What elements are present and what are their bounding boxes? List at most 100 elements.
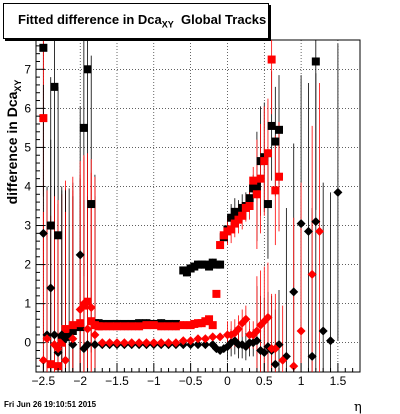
data-point-diamond [326, 336, 336, 346]
data-point-square [252, 190, 261, 199]
data-point-diamond [46, 283, 56, 293]
data-point-square [46, 221, 55, 230]
x-tick-label: 0 [224, 374, 231, 388]
data-point-diamond [289, 361, 299, 371]
x-tick-label: −2 [73, 374, 87, 388]
data-point-square [245, 202, 254, 210]
data-point-square [157, 322, 166, 331]
data-point-square [267, 121, 276, 130]
data-point-diamond [200, 340, 210, 350]
data-point-square [263, 200, 272, 209]
data-point-diamond [68, 334, 78, 344]
x-tick-label: 1 [298, 374, 305, 388]
data-point-square [216, 260, 225, 269]
data-point-diamond [193, 340, 203, 350]
data-point-diamond [296, 326, 306, 336]
data-point-diamond [83, 340, 93, 350]
data-point-diamond [270, 359, 280, 369]
data-point-square [212, 289, 221, 298]
data-point-square [83, 297, 92, 306]
data-point-square [87, 200, 96, 209]
x-tick-label: −1.5 [105, 374, 129, 388]
data-point-diamond [252, 326, 262, 336]
x-tick-label: −2.5 [32, 374, 56, 388]
x-tick-label: 0.5 [256, 374, 273, 388]
data-point-diamond [68, 340, 78, 350]
data-point-diamond [307, 269, 317, 279]
data-point-diamond [90, 340, 100, 350]
data-point-diamond [252, 336, 262, 346]
data-point-diamond [105, 338, 115, 348]
data-point-diamond [90, 330, 100, 340]
data-point-square [311, 57, 320, 66]
data-point-diamond [171, 338, 181, 348]
data-point-square [275, 125, 283, 134]
data-point-diamond [156, 338, 166, 348]
x-tick-label: 1.5 [330, 374, 347, 388]
data-point-diamond [263, 312, 273, 322]
y-tick-label: 0 [24, 336, 31, 350]
chart-title: Fitted difference in DcaXY Global Tracks [18, 12, 267, 30]
data-point-square [39, 114, 48, 123]
y-tick-label: 2 [24, 258, 31, 272]
data-point-diamond [97, 338, 107, 348]
data-point-diamond [307, 351, 317, 361]
data-point-diamond [141, 338, 151, 348]
data-point-diamond [241, 314, 251, 324]
data-point-diamond [164, 338, 174, 348]
data-point-diamond [289, 287, 299, 297]
data-point-diamond [38, 228, 48, 238]
data-point-diamond [86, 303, 96, 313]
data-point-diamond [49, 330, 59, 340]
data-point-diamond [178, 336, 188, 346]
data-point-diamond [315, 226, 324, 236]
y-tick-label: 3 [24, 219, 31, 233]
data-point-square [83, 65, 92, 74]
x-tick-label: −1 [147, 374, 161, 388]
data-point-diamond [112, 338, 122, 348]
data-point-diamond [134, 338, 144, 348]
data-point-diamond [270, 344, 280, 354]
data-point-square [113, 322, 121, 331]
data-point-diamond [127, 338, 137, 348]
data-point-square [252, 182, 261, 191]
data-point-square [260, 157, 269, 166]
data-point-square [263, 149, 272, 158]
data-point-diamond [333, 187, 343, 197]
data-point-square [57, 338, 66, 347]
data-point-square [98, 322, 107, 331]
data-point-diamond [318, 326, 328, 336]
data-point-square [68, 321, 77, 330]
data-point-square [275, 172, 283, 181]
data-point-square [256, 174, 265, 183]
data-point-diamond [53, 344, 63, 354]
data-point-diamond [193, 334, 203, 344]
data-point-diamond [83, 324, 93, 334]
data-point-square [271, 137, 280, 146]
data-point-square [105, 322, 114, 331]
timestamp-footer: Fri Jun 26 19:10:51 2015 [4, 400, 97, 409]
data-point-square [245, 194, 254, 203]
data-point-square [127, 322, 136, 331]
data-point-diamond [303, 226, 313, 236]
data-point-diamond [60, 355, 70, 365]
data-point-diamond [149, 338, 159, 348]
data-point-square [68, 326, 77, 335]
y-tick-label: 5 [24, 140, 31, 154]
data-point-diamond [42, 334, 52, 344]
data-point-square [135, 322, 144, 331]
data-point-square [238, 211, 247, 220]
data-point-diamond [208, 332, 218, 342]
data-point-square [216, 241, 225, 250]
data-point-square [50, 82, 59, 91]
data-point-square [179, 321, 188, 330]
data-point-square [46, 360, 55, 369]
data-point-diamond [79, 299, 89, 309]
data-point-diamond [259, 347, 269, 357]
y-tick-label: 1 [24, 297, 31, 311]
data-point-diamond [75, 250, 85, 260]
data-point-square [120, 322, 129, 331]
data-point-square [54, 231, 63, 240]
axes: −2.5 −2 −1.5 −1 −0.5 0 0.5 1 1.5 0 1 2 3 4 5 6 7 [24, 45, 361, 388]
